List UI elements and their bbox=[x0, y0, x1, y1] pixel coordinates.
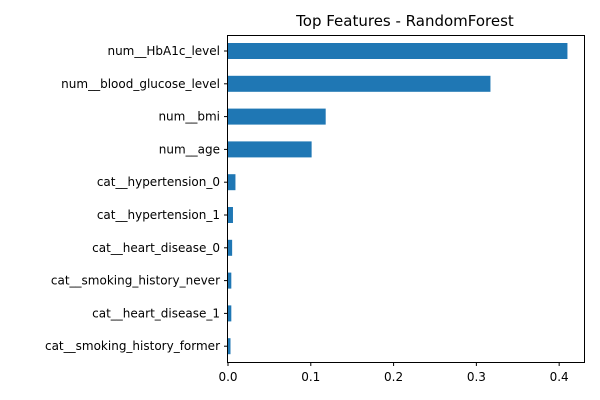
x-tick-label: 0.3 bbox=[467, 370, 486, 384]
y-tick-label: num__blood_glucose_level bbox=[61, 77, 220, 91]
y-tick-label: num__bmi bbox=[158, 110, 220, 124]
x-tick-label: 0.1 bbox=[301, 370, 320, 384]
bar-num__HbA1c_level bbox=[228, 43, 568, 59]
bars-group bbox=[228, 43, 568, 355]
y-tick-label: num__age bbox=[159, 142, 220, 156]
bar-cat__heart_disease_0 bbox=[228, 239, 233, 256]
y-tick-labels: num__HbA1c_level num__blood_glucose_level… bbox=[45, 44, 228, 353]
y-tick-label: cat__heart_disease_0 bbox=[92, 241, 220, 255]
y-tick-label: num__HbA1c_level bbox=[107, 44, 220, 58]
bar-cat__smoking_history_never bbox=[228, 272, 232, 289]
plot-frame bbox=[227, 35, 585, 363]
y-tick-label: cat__smoking_history_former bbox=[45, 339, 220, 353]
bar-num__bmi bbox=[228, 108, 326, 125]
y-tick-label: cat__hypertension_0 bbox=[97, 175, 220, 189]
x-tick-label: 0.0 bbox=[218, 370, 237, 384]
chart-title: Top Features - RandomForest bbox=[295, 12, 514, 30]
y-tick-label: cat__smoking_history_never bbox=[51, 274, 220, 288]
bar-cat__heart_disease_1 bbox=[228, 305, 232, 322]
y-tick-label: cat__hypertension_1 bbox=[97, 208, 220, 222]
bar-num__age bbox=[228, 141, 312, 158]
x-tick-label: 0.2 bbox=[384, 370, 403, 384]
x-tick-label: 0.4 bbox=[550, 370, 569, 384]
bar-cat__smoking_history_former bbox=[228, 338, 231, 355]
y-tick-label: cat__heart_disease_1 bbox=[92, 306, 220, 320]
bar-cat__hypertension_0 bbox=[228, 174, 236, 191]
x-ticks: 0.0 0.1 0.2 0.3 0.4 bbox=[218, 362, 569, 384]
bar-cat__hypertension_1 bbox=[228, 207, 233, 223]
bar-num__blood_glucose_level bbox=[228, 75, 491, 92]
